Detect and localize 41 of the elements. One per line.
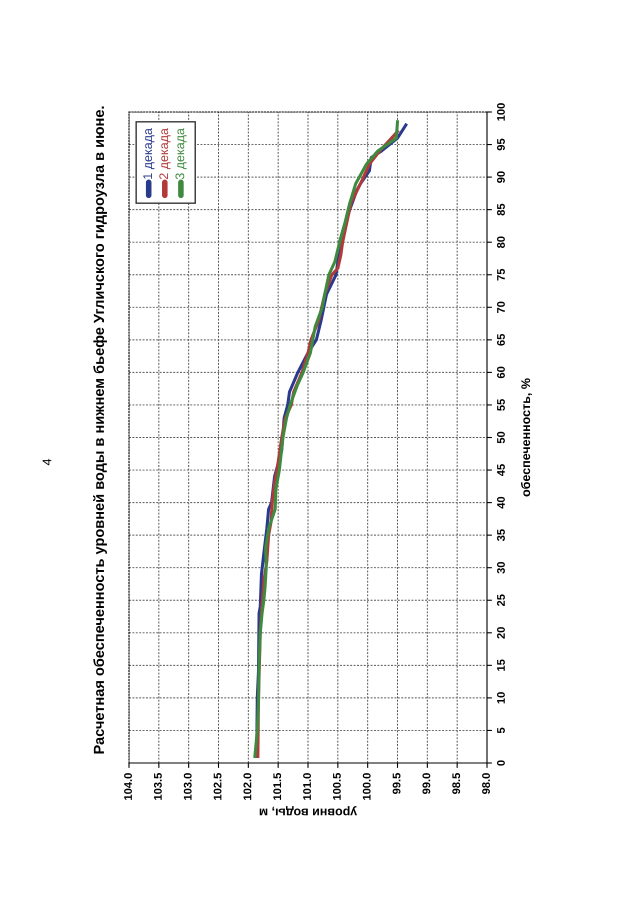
y-tick-label: 100 (497, 103, 505, 121)
text: 4 (42, 458, 52, 466)
y-tick-label: 70 (497, 302, 505, 313)
y-tick-label: 60 (497, 366, 505, 378)
y-tick-label: 25 (497, 594, 505, 606)
y-tick-label: 0 (497, 760, 505, 766)
x-tick-label: 103.0 (184, 773, 192, 800)
y-tick-label: 35 (497, 529, 505, 542)
y-axis-title: обеспеченность, % (520, 378, 532, 496)
text: 1 декада (143, 128, 154, 179)
y-tick-label: 75 (497, 268, 505, 280)
text: 3 декада (175, 128, 187, 180)
y-tick-label: 40 (497, 496, 505, 509)
y-tick-label: 65 (497, 334, 505, 346)
text: 2 декада (159, 128, 171, 180)
y-tick-label: 80 (497, 236, 505, 248)
y-tick-label: 10 (497, 692, 505, 704)
y-tick-label: 55 (497, 399, 505, 411)
y-tick-label: 85 (497, 204, 505, 216)
x-tick-label: 104.0 (124, 773, 132, 800)
y-tick-label: 30 (497, 562, 505, 574)
x-tick-label: 100.5 (332, 773, 341, 800)
y-tick-label: 45 (497, 464, 505, 476)
x-tick-label: 103.5 (154, 773, 162, 800)
y-tick-label: 5 (497, 728, 505, 734)
x-tick-label: 101.0 (303, 773, 311, 800)
x-tick-label: 98.0 (482, 773, 490, 794)
y-tick-label: 15 (497, 659, 505, 671)
text: Расчетная обеспеченность уровней воды в нижнем бьефе Угличского гидроузла в июне. (93, 106, 107, 754)
y-tick-label: 90 (497, 171, 505, 183)
x-tick-label: 98.5 (452, 773, 460, 794)
x-tick-label: 100.0 (362, 773, 371, 800)
y-tick-label: 20 (497, 627, 505, 639)
y-tick-label: 95 (497, 138, 505, 150)
x-tick-label: 99.0 (422, 773, 430, 794)
x-axis-title: уровни воды, м (260, 806, 358, 816)
x-tick-label: 99.5 (392, 773, 400, 794)
x-tick-label: 101.5 (273, 773, 282, 800)
x-tick-label: 102.5 (214, 773, 222, 800)
y-tick-label: 50 (497, 432, 505, 444)
x-tick-label: 102.0 (243, 773, 252, 800)
